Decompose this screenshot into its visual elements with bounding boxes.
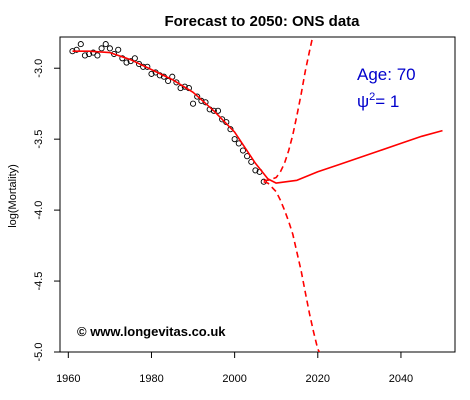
data-point [106,45,113,52]
x-tick-label: 1980 [139,373,163,385]
data-point [190,100,197,107]
y-tick-label: -4.5 [33,272,45,291]
data-point [194,93,201,100]
data-point [210,107,217,114]
data-point [77,41,84,48]
confidence-band-line [263,37,314,182]
data-point [81,52,88,59]
chart-title: Forecast to 2050: ONS data [164,13,360,30]
plot-frame [59,36,456,353]
data-point [115,46,122,53]
fitted-forecast-line [72,50,443,184]
age-annotation: Age: 70 [357,65,416,84]
data-point [181,83,188,90]
psi-annotation: ψ2= 1 [357,91,399,111]
psi-value: = 1 [375,92,399,111]
data-point [94,52,101,59]
data-point [90,49,97,56]
y-tick-label: -3.5 [33,130,45,149]
x-tick-label: 2040 [389,373,413,385]
data-point [239,147,246,154]
psi-symbol: ψ [357,92,369,111]
x-tick-label: 1960 [56,373,80,385]
data-point [73,46,80,53]
data-point [227,126,234,133]
data-point [148,70,155,77]
data-point [135,60,143,68]
data-point [111,50,118,58]
y-tick-label: -5.0 [33,343,45,362]
data-point [98,45,105,52]
data-point [198,97,205,104]
x-axis: 1960 1980 2000 2020 2040 [56,352,413,385]
data-point [123,59,130,66]
data-point [214,107,222,114]
y-tick-label: -3.0 [33,59,45,78]
confidence-band-line [263,180,321,352]
y-axis-label: log(Mortality) [7,164,19,228]
data-point [102,41,109,48]
x-tick-label: 2020 [306,373,330,385]
credit-annotation: © www.longevitas.co.uk [77,324,226,339]
data-point [219,116,226,123]
y-axis: -3.0 -3.5 -4.0 -4.5 -5.0 [33,59,60,362]
y-tick-label: -4.0 [33,201,45,220]
data-point [252,167,259,174]
data-point [231,136,238,143]
data-point [260,178,267,185]
data-point [202,99,209,106]
data-point [173,79,180,86]
x-tick-label: 2000 [222,373,246,385]
psi-exponent: 2 [369,91,375,103]
series-layer [69,37,443,352]
